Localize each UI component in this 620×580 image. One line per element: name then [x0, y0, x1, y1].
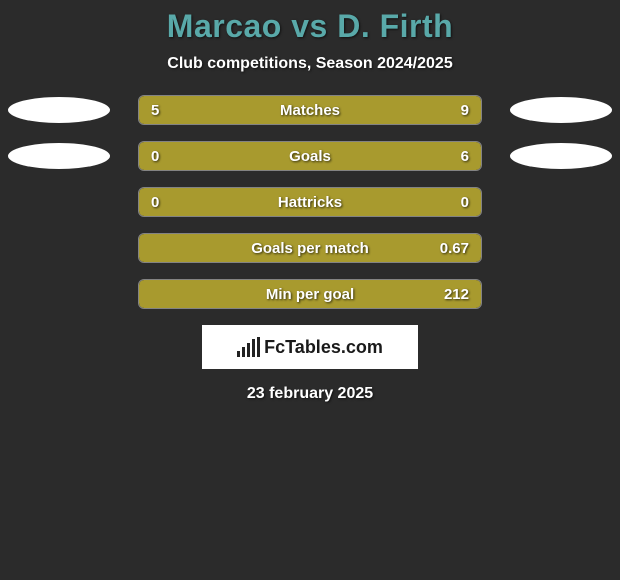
stat-label: Goals — [139, 142, 481, 171]
stat-bar: 59Matches — [138, 95, 482, 125]
stat-row: 59Matches — [0, 95, 620, 125]
stat-label: Matches — [139, 96, 481, 125]
player-right-ellipse — [510, 143, 612, 169]
stat-label: Goals per match — [139, 234, 481, 263]
logo-text: FcTables.com — [264, 337, 383, 358]
logo-box: FcTables.com — [202, 325, 418, 369]
stat-bar: 00Hattricks — [138, 187, 482, 217]
date-label: 23 february 2025 — [0, 385, 620, 403]
page-title: Marcao vs D. Firth — [0, 0, 620, 45]
player-left-ellipse — [8, 97, 110, 123]
stat-row: 212Min per goal — [0, 279, 620, 309]
stat-bar: 0.67Goals per match — [138, 233, 482, 263]
stat-bar: 06Goals — [138, 141, 482, 171]
stat-label: Min per goal — [139, 280, 481, 309]
logo-chart-icon — [237, 337, 260, 357]
player-right-ellipse — [510, 97, 612, 123]
stat-row: 00Hattricks — [0, 187, 620, 217]
stat-bar: 212Min per goal — [138, 279, 482, 309]
stats-container: 59Matches 06Goals 00Hattricks 0.67Goals per… — [0, 95, 620, 309]
stat-row: 0.67Goals per match — [0, 233, 620, 263]
player-left-ellipse — [8, 143, 110, 169]
stat-label: Hattricks — [139, 188, 481, 217]
stat-row: 06Goals — [0, 141, 620, 171]
subtitle: Club competitions, Season 2024/2025 — [0, 55, 620, 73]
